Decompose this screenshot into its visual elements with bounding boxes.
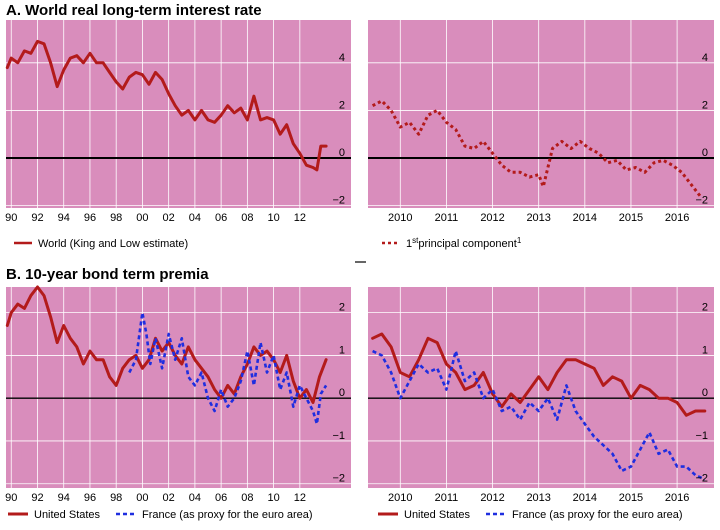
x-tick-label: 2010	[388, 492, 412, 504]
x-tick-label: 90	[5, 492, 17, 504]
y-tick-label: 0	[339, 387, 345, 399]
legend-label-us: United States	[404, 509, 471, 521]
panel-b-title: B. 10-year bond term premia	[6, 266, 209, 283]
x-tick-label: 94	[58, 212, 70, 224]
x-tick-label: 2014	[573, 492, 597, 504]
x-tick-label: 12	[294, 212, 306, 224]
y-tick-label: 4	[339, 52, 345, 64]
x-tick-label: 2013	[526, 492, 550, 504]
x-tick-label: 98	[110, 212, 122, 224]
x-tick-label: 08	[241, 492, 253, 504]
plot-area	[6, 20, 351, 208]
x-tick-label: 02	[163, 212, 175, 224]
x-tick-label: 2011	[435, 492, 459, 504]
legend-panel-b-left: United States France (as proxy for the eu…	[8, 509, 313, 521]
y-tick-label: 1	[339, 344, 345, 356]
y-tick-label: 1	[702, 344, 708, 356]
series-line-united-states	[371, 332, 707, 417]
x-tick-label: 92	[31, 492, 43, 504]
x-tick-label: 96	[84, 212, 96, 224]
x-tick-label: 94	[58, 492, 70, 504]
y-tick-label: 4	[702, 52, 708, 64]
x-tick-label: 06	[215, 492, 227, 504]
plot-area	[368, 287, 714, 488]
x-tick-label: 2016	[665, 212, 689, 224]
panel-1: 4 2 0 −2 2010 2011 2012 2013 2014 2015 2016	[368, 20, 714, 224]
y-tick-label: 2	[702, 302, 708, 314]
y-tick-label: 2	[702, 99, 708, 111]
series-line-1st-principal-component1	[371, 99, 702, 198]
x-tick-label: 2015	[619, 492, 643, 504]
y-tick-label: −2	[695, 473, 708, 485]
series-line-france-as-proxy-for-the-euro-area-	[128, 311, 328, 426]
x-tick-label: 02	[163, 492, 175, 504]
legend-panel-b-right: United States France (as proxy for the eu…	[378, 509, 683, 521]
x-tick-label: 06	[215, 212, 227, 224]
y-tick-label: −1	[332, 430, 345, 442]
x-tick-label: 04	[189, 212, 201, 224]
plot-area	[368, 20, 714, 208]
x-tick-label: 90	[5, 212, 17, 224]
x-tick-label: 2015	[619, 212, 643, 224]
y-tick-label: 0	[702, 147, 708, 159]
y-tick-label: 0	[339, 147, 345, 159]
x-tick-label: 96	[84, 492, 96, 504]
y-tick-label: 2	[339, 99, 345, 111]
legend-panel-a-left: World (King and Low estimate)	[14, 238, 188, 250]
x-tick-label: 98	[110, 492, 122, 504]
x-tick-label: 2016	[665, 492, 689, 504]
legend-label-france: France (as proxy for the euro area)	[142, 509, 313, 521]
x-tick-label: 2012	[480, 492, 504, 504]
panel-0: 4 2 0 −2 90 92 94 96 98 00 02 04 06 08 10 12	[5, 20, 351, 224]
x-tick-label: 92	[31, 212, 43, 224]
x-tick-label: 10	[267, 212, 279, 224]
panel-a-title: A. World real long-term interest rate	[6, 2, 262, 19]
y-tick-label: −1	[695, 430, 708, 442]
x-tick-label: 2013	[526, 212, 550, 224]
x-tick-label: 2012	[480, 212, 504, 224]
x-tick-label: 2011	[435, 212, 459, 224]
x-tick-label: 04	[189, 492, 201, 504]
panel-2: 210−1−290 92 94 96 98 00 02 04 06 08 10 12	[5, 285, 351, 504]
y-tick-label: 2	[339, 302, 345, 314]
x-tick-label: 2014	[573, 212, 597, 224]
legend-label-france: France (as proxy for the euro area)	[512, 509, 683, 521]
legend-label-world: World (King and Low estimate)	[38, 238, 188, 250]
panel-3: 2 1 0 −1 −2 2010 2011 2012 2013 2014 2015 2016	[368, 287, 714, 504]
series-line-france-as-proxy-for-the-euro-area-	[372, 349, 706, 481]
y-tick-label: −2	[695, 195, 708, 207]
x-tick-label: 00	[136, 212, 148, 224]
x-tick-label: 2010	[388, 212, 412, 224]
x-tick-label: 08	[241, 212, 253, 224]
legend-label-principal: 1stprincipal component1	[406, 236, 522, 250]
y-tick-label: −2	[332, 473, 345, 485]
legend-panel-a-right: 1stprincipal component1	[382, 236, 522, 250]
x-tick-label: 10	[267, 492, 279, 504]
y-tick-label: 0	[702, 387, 708, 399]
x-tick-label: 12	[294, 492, 306, 504]
x-tick-label: 00	[136, 492, 148, 504]
series-line-world-king-and-low-estimate-	[5, 39, 328, 172]
y-tick-label: −2	[332, 195, 345, 207]
legend-label-us: United States	[34, 509, 101, 521]
